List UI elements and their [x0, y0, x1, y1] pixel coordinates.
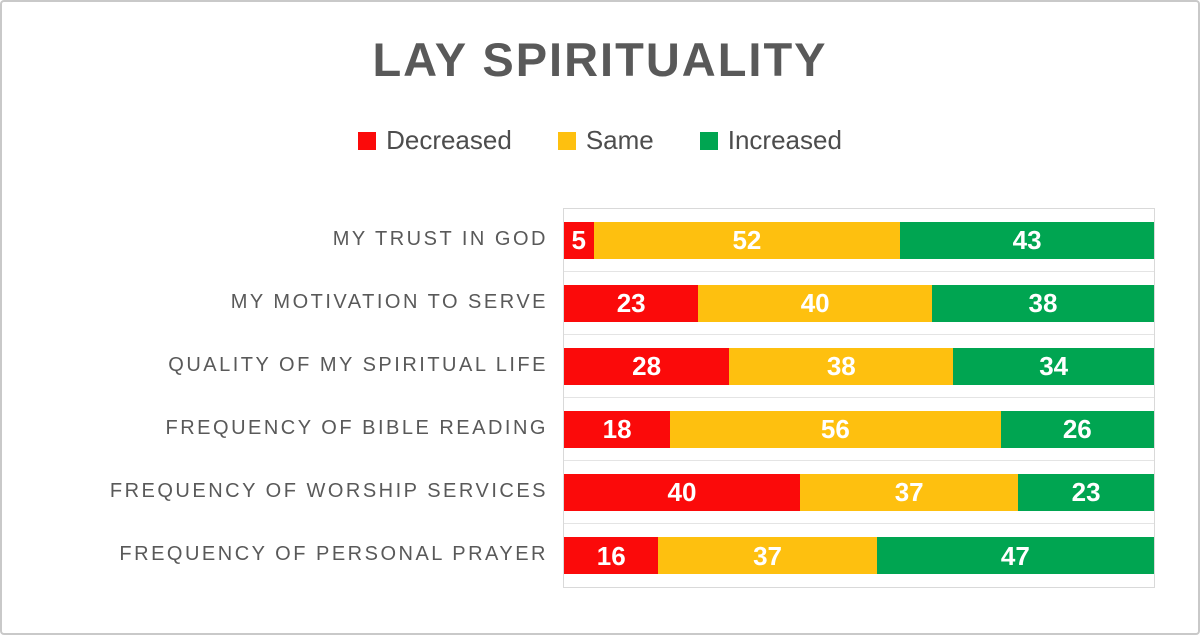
segment-value-label: 43: [1012, 225, 1042, 255]
segment-value-label: 47: [1000, 540, 1030, 571]
segment-value-label: 26: [1062, 414, 1092, 444]
legend-label: Increased: [727, 125, 842, 155]
legend-swatch-decreased: [358, 131, 377, 150]
bar-track: 18 56 26: [564, 398, 1154, 461]
bar-segment-increased: 23: [1018, 473, 1154, 511]
stacked-bar: 5 52 43: [564, 221, 1154, 259]
stacked-bar: 28 38 34: [564, 347, 1154, 385]
plot-area: 5 52 43 23 40 38 28 38 34 18 56 26 40 37 23 16 37 47: [563, 208, 1155, 588]
segment-value-label: 40: [800, 288, 830, 318]
legend-swatch-same: [557, 131, 576, 150]
chart-title: LAY SPIRITUALITY: [372, 33, 828, 86]
bar-segment-increased: 43: [900, 221, 1154, 259]
bar-segment-increased: 47: [876, 537, 1154, 574]
category-labels: MY TRUST IN GOD MY MOTIVATION TO SERVE QUA…: [18, 208, 563, 588]
bar-track: 5 52 43: [564, 209, 1154, 272]
bar-track: 16 37 47: [564, 524, 1154, 587]
stacked-bar: 18 56 26: [564, 410, 1154, 448]
segment-value-label: 38: [1028, 288, 1058, 318]
category-label: FREQUENCY OF WORSHIP SERVICES: [109, 480, 548, 502]
bar-segment-same: 38: [729, 347, 954, 385]
bar-segment-same: 40: [698, 284, 932, 322]
segment-value-label: 37: [894, 477, 924, 507]
bar-track: 23 40 38: [564, 272, 1154, 335]
bar-segment-decreased: 40: [564, 473, 800, 511]
bar-segment-decreased: 16: [564, 537, 659, 574]
legend-label: Same: [585, 125, 654, 155]
segment-value-label: 18: [602, 414, 632, 444]
stacked-bar-chart: MY TRUST IN GOD MY MOTIVATION TO SERVE QUA…: [18, 208, 1155, 588]
category-label: QUALITY OF MY SPIRITUAL LIFE: [168, 354, 548, 376]
segment-value-label: 40: [667, 477, 697, 507]
segment-value-label: 56: [820, 414, 850, 444]
bar-track: 40 37 23: [564, 461, 1154, 524]
legend-swatch-increased: [699, 131, 718, 150]
bar-segment-decreased: 5: [564, 221, 594, 259]
category-label: MY TRUST IN GOD: [332, 228, 548, 250]
segment-value-label: 34: [1039, 351, 1069, 381]
legend-item-decreased: Decreased: [358, 125, 512, 156]
stacked-bar: 23 40 38: [564, 284, 1154, 322]
segment-value-label: 52: [732, 225, 762, 255]
category-label: FREQUENCY OF PERSONAL PRAYER: [119, 543, 548, 565]
segment-value-label: 37: [753, 540, 782, 571]
bar-segment-increased: 38: [932, 284, 1154, 322]
bar-segment-same: 37: [658, 537, 877, 574]
bar-segment-decreased: 23: [564, 284, 699, 322]
bar-segment-same: 56: [670, 410, 1001, 448]
segment-value-label: 38: [826, 351, 856, 381]
bar-segment-same: 37: [800, 473, 1019, 511]
segment-value-label: 23: [616, 288, 646, 318]
segment-value-label: 5: [571, 225, 586, 255]
bar-segment-decreased: 18: [564, 410, 671, 448]
segment-value-label: 16: [596, 540, 626, 571]
category-label: MY MOTIVATION TO SERVE: [230, 291, 548, 313]
stacked-bar: 16 37 47: [564, 537, 1154, 574]
segment-value-label: 28: [632, 351, 662, 381]
bar-track: 28 38 34: [564, 335, 1154, 398]
legend-item-increased: Increased: [699, 125, 842, 156]
bar-segment-increased: 26: [1000, 410, 1154, 448]
category-label: FREQUENCY OF BIBLE READING: [165, 417, 548, 439]
bar-segment-increased: 34: [953, 347, 1154, 385]
legend-item-same: Same: [557, 125, 654, 156]
stacked-bar: 40 37 23: [564, 473, 1154, 511]
bar-segment-same: 52: [593, 221, 901, 259]
bar-segment-decreased: 28: [564, 347, 730, 385]
legend: Decreased Same Increased: [2, 125, 1198, 156]
legend-label: Decreased: [386, 125, 512, 155]
segment-value-label: 23: [1071, 477, 1101, 507]
